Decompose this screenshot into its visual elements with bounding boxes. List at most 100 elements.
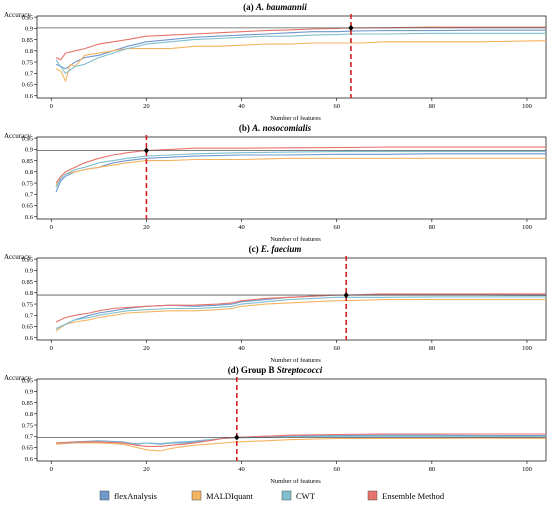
legend-label: flexAnalysis [114, 491, 157, 501]
series-line-flexanalysis [55, 29, 546, 70]
legend-item-flexanalysis: flexAnalysis [99, 490, 157, 501]
y-tick-label: 0.7 [25, 433, 34, 440]
y-tick-label: 0.85 [22, 37, 33, 44]
x-axis-label: Number of features [270, 115, 321, 122]
chart-panel-2: (b) A. nosocomialis Accuracy 0.6 0.65 0.7 0.7… [4, 123, 547, 243]
x-tick-label: 40 [238, 103, 245, 110]
y-tick-label: 0.8 [25, 411, 33, 418]
y-tick-label: 0.7 [25, 70, 34, 77]
selected-point-marker [343, 292, 349, 299]
y-tick-label: 0.85 [22, 279, 33, 286]
legend-swatch [367, 490, 378, 501]
panel-title: (d) Group B Streptococci [228, 365, 323, 375]
x-tick-label: 100 [522, 466, 532, 473]
y-tick-label: 0.85 [22, 400, 33, 407]
panel-title-prefix: (b) [239, 123, 252, 133]
chart-panels: (a) A. baumannii Accuracy 0.6 0.65 0.7 0.75 0.… [4, 2, 547, 485]
panel-title-organism: A. nosocomialis [251, 123, 312, 133]
plot-frame [36, 257, 547, 341]
series-line-cwt [55, 435, 547, 445]
x-tick-label: 100 [522, 345, 532, 352]
y-tick-label: 0.85 [22, 158, 33, 165]
x-tick-label: 40 [238, 345, 245, 352]
legend-item-ensemble-method: Ensemble Method [367, 490, 445, 501]
y-tick-label: 0.95 [22, 377, 33, 384]
selected-point-marker [234, 434, 240, 441]
y-tick-label: 0.9 [25, 389, 33, 396]
series-line-maldiquant [55, 157, 546, 186]
panel-title: (a) A. baumannii [243, 2, 307, 12]
y-tick-label: 0.7 [25, 191, 34, 198]
series-line-maldiquant [55, 299, 546, 332]
series-line-ensemble-method [55, 293, 546, 323]
series-line-cwt [55, 32, 546, 74]
x-tick-label: 40 [238, 466, 245, 473]
legend-item-maldiquant: MALDIquant [191, 490, 253, 501]
x-tick-label: 80 [429, 466, 436, 473]
x-tick-label: 60 [333, 345, 340, 352]
x-axis-label: Number of features [270, 236, 321, 243]
series-line-ensemble-method [55, 433, 546, 447]
y-axis-label: Accuracy [4, 253, 31, 261]
selected-point-marker [348, 24, 354, 31]
y-tick-label: 0.75 [22, 59, 33, 66]
y-axis-label: Accuracy [4, 132, 31, 140]
series-line-ensemble-method [55, 146, 546, 184]
x-tick-label: 80 [429, 345, 436, 352]
plot-frame [36, 378, 547, 462]
y-tick-label: 0.6 [25, 93, 34, 100]
chart-panel-4: (d) Group B Streptococci Accuracy 0.6 0.65 0… [4, 365, 547, 485]
legend-swatch [191, 490, 202, 501]
x-tick-label: 20 [143, 466, 150, 473]
y-tick-label: 0.65 [22, 324, 33, 331]
x-tick-label: 60 [333, 224, 340, 231]
series-line-cwt [55, 151, 546, 188]
legend-label: MALDIquant [206, 491, 253, 501]
legend: flexAnalysis MALDIquant CWT Ensemble Method [99, 490, 445, 501]
y-tick-label: 0.75 [22, 180, 33, 187]
x-tick-label: 20 [143, 224, 150, 231]
panel-title-prefix: (c) [249, 244, 261, 254]
plot-frame [36, 15, 547, 99]
y-tick-label: 0.7 [25, 312, 34, 319]
series-line-cwt [55, 296, 546, 330]
y-tick-label: 0.95 [22, 256, 33, 263]
y-tick-label: 0.6 [25, 456, 34, 463]
y-tick-label: 0.6 [25, 214, 34, 221]
y-tick-label: 0.8 [25, 48, 33, 55]
x-tick-label: 60 [333, 466, 340, 473]
selected-point-marker [143, 147, 150, 154]
x-axis-label: Number of features [270, 357, 321, 364]
panel-title-organism: A. baumannii [255, 2, 308, 12]
legend-swatch [99, 490, 110, 501]
y-tick-label: 0.6 [25, 335, 34, 342]
y-tick-label: 0.65 [22, 82, 33, 89]
x-tick-label: 100 [522, 103, 532, 110]
y-tick-label: 0.9 [25, 26, 33, 33]
y-axis-label: Accuracy [4, 374, 31, 382]
y-tick-label: 0.75 [22, 301, 33, 308]
panel-title: (c) E. faecium [249, 244, 302, 254]
y-tick-label: 0.65 [22, 445, 33, 452]
y-tick-label: 0.9 [25, 147, 33, 154]
y-tick-label: 0.65 [22, 203, 33, 210]
series-line-flexanalysis [55, 153, 546, 193]
y-axis-label: Accuracy [4, 11, 31, 19]
x-tick-label: 0 [50, 466, 53, 473]
x-tick-label: 40 [238, 224, 245, 231]
x-tick-label: 20 [143, 103, 150, 110]
x-axis-label: Number of features [270, 478, 321, 485]
y-tick-label: 0.95 [22, 135, 33, 142]
legend-label: CWT [296, 491, 316, 501]
series-line-flexanalysis [55, 294, 547, 330]
legend-item-cwt: CWT [281, 490, 316, 501]
y-tick-label: 0.75 [22, 422, 33, 429]
x-tick-label: 0 [50, 224, 53, 231]
legend-label: Ensemble Method [382, 491, 445, 501]
x-tick-label: 20 [143, 345, 150, 352]
x-tick-label: 0 [50, 103, 53, 110]
x-tick-label: 0 [50, 345, 53, 352]
y-tick-label: 0.95 [22, 14, 33, 21]
series-line-maldiquant [55, 40, 547, 82]
